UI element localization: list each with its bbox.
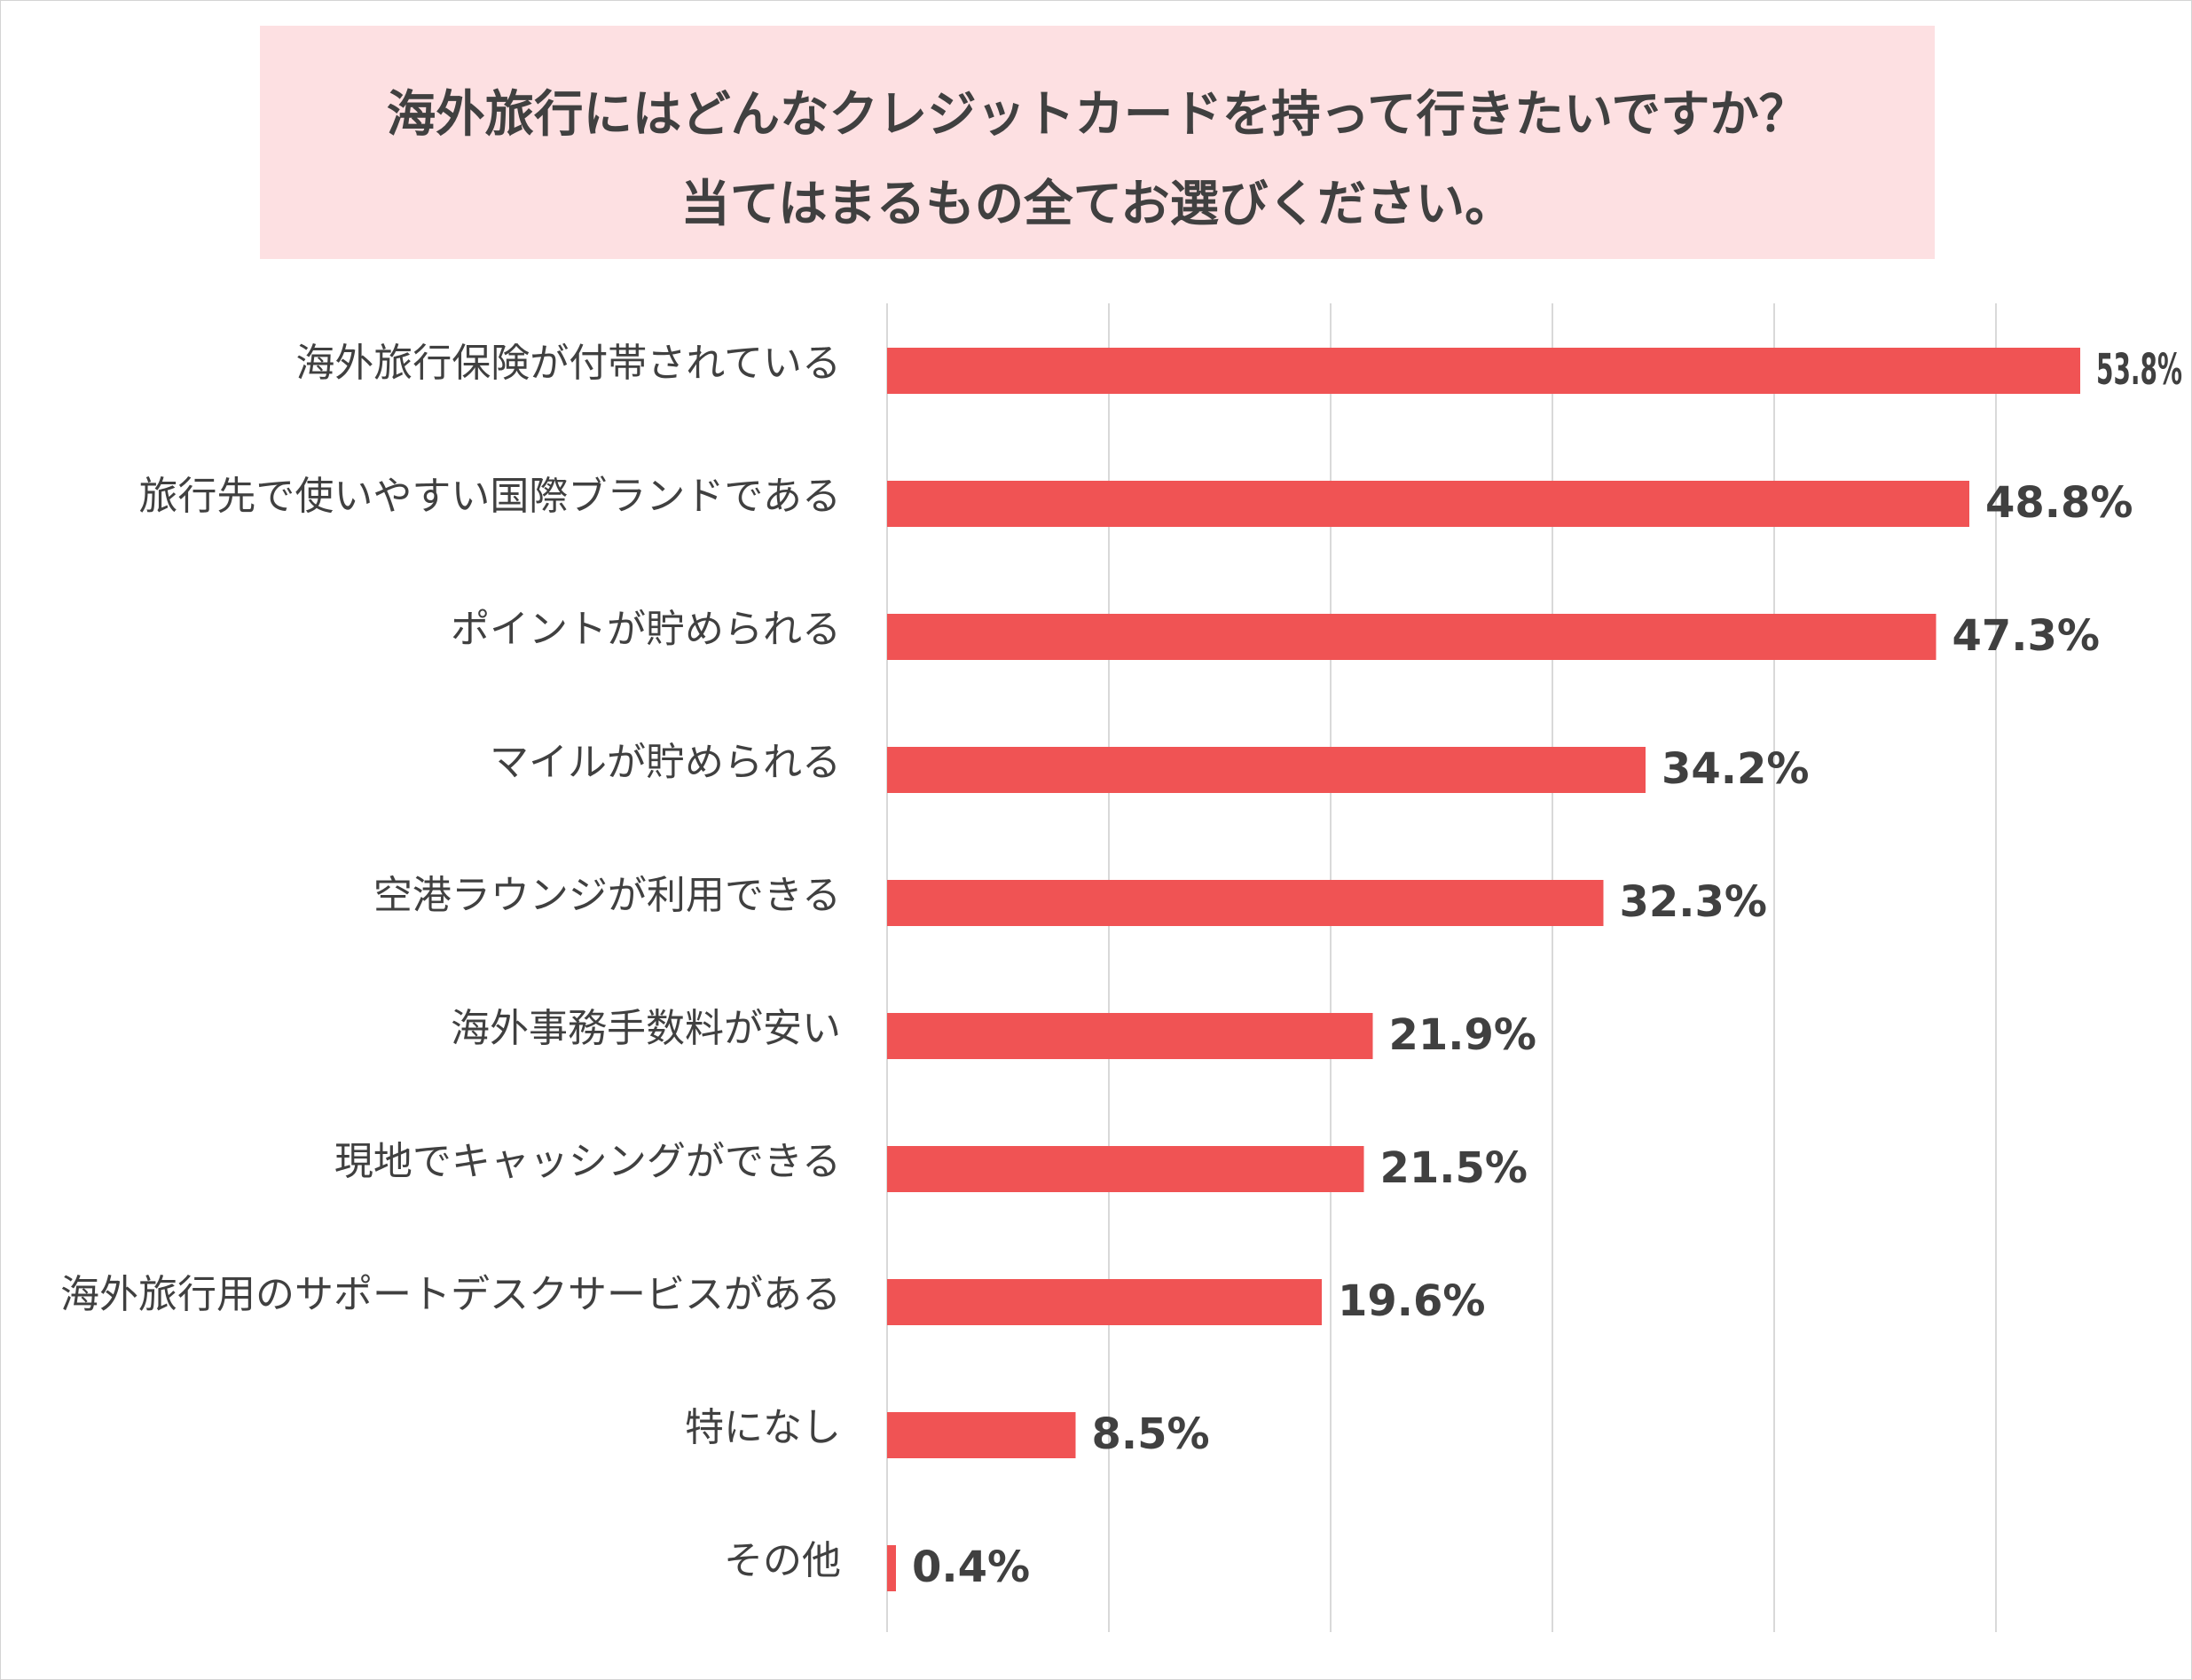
category-label: 海外事務手数料が安い [451,1006,841,1051]
value-label: 34.2% [1662,744,1810,794]
bar [887,1146,1364,1192]
value-labels: 53.8% 48.8% 47.3% 34.2% 32.3% 21.9% 21.5% 19.6%… [912,345,2182,1592]
bar [887,1412,1076,1458]
value-label: 21.5% [1380,1143,1528,1193]
value-label: 21.9% [1389,1010,1537,1060]
category-label: 現地でキャッシングができる [334,1139,841,1184]
bar [887,614,1937,660]
bar [887,1279,1322,1325]
value-label: 8.5% [1092,1409,1210,1459]
bar [887,747,1646,793]
category-labels: 海外旅行保険が付帯されている旅行先で使いやすい国際ブランドであるポイントが貯めら… [60,341,841,1583]
bar [887,880,1604,926]
value-label: 0.4% [912,1543,1030,1592]
category-label: 特になし [685,1405,841,1450]
category-label: 空港ラウンジが利用できる [373,873,841,918]
value-label: 53.8% [2096,345,2182,395]
category-label: 旅行先で使いやすい国際ブランドである [138,474,841,519]
bars [887,348,2080,1591]
category-label: その他 [724,1538,841,1583]
chart-title: 海外旅行にはどんなクレジットカードを持って行きたいですか？ [386,86,1809,144]
category-label: 海外旅行保険が付帯されている [295,341,841,386]
bar [887,348,2080,394]
value-label: 32.3% [1620,877,1768,927]
category-label: 海外旅行用のサポートデスクサービスがある [60,1272,841,1317]
category-label: マイルが貯められる [490,740,841,785]
category-label: ポイントが貯められる [451,607,841,652]
value-label: 19.6% [1338,1276,1486,1326]
bar [887,481,1969,527]
value-label: 48.8% [1985,478,2133,528]
value-label: 47.3% [1952,611,2101,661]
bar [887,1013,1373,1059]
chart-subtitle: 当てはまるもの全てお選びください。 [680,176,1514,233]
chart-title-box: 海外旅行にはどんなクレジットカードを持って行きたいですか？ 当てはまるもの全てお… [260,26,1935,259]
bar [887,1545,896,1591]
